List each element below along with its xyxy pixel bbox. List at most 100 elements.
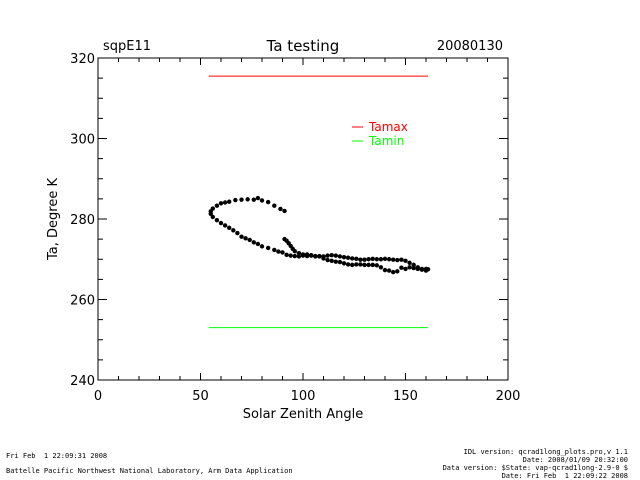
data-point [255, 241, 261, 247]
data-point [411, 262, 416, 268]
y-tick-label: 260 [70, 294, 95, 309]
legend: Tamax Tamin [352, 120, 408, 148]
chart-title: Ta testing [266, 37, 340, 55]
footer-idl-version: IDL version: qcrad1long_plots.pro,v 1.1 [463, 448, 628, 456]
site-label: sqpE11 [103, 39, 151, 54]
x-axis-label: Solar Zenith Angle [243, 407, 363, 422]
y-tick-labels: 240 260 280 300 320 [70, 52, 95, 389]
data-point [333, 259, 338, 264]
data-point [345, 255, 351, 260]
data-point [222, 223, 228, 228]
data-point [399, 265, 404, 270]
data-point [288, 253, 293, 258]
data-point [276, 249, 281, 254]
data-point [321, 256, 326, 261]
reference-lines [208, 75, 429, 329]
data-point [337, 259, 343, 265]
data-point [370, 256, 375, 262]
data-point [282, 236, 287, 242]
data-point [247, 237, 252, 243]
data-point [423, 268, 429, 273]
y-tick-label: 320 [70, 52, 95, 67]
data-point [341, 261, 347, 266]
data-point [235, 230, 240, 236]
data-point [325, 257, 330, 263]
data-point [265, 245, 271, 251]
data-point [233, 197, 238, 203]
data-point [280, 250, 285, 255]
data-point [395, 269, 400, 274]
data-point [407, 260, 412, 266]
data-point [345, 262, 351, 267]
data-point [382, 267, 388, 273]
data-point [296, 254, 302, 259]
data-point [378, 265, 384, 270]
data-point [208, 211, 213, 216]
data-point [374, 257, 379, 262]
data-point [292, 253, 297, 259]
data-point [304, 252, 310, 257]
data-point [382, 256, 388, 262]
data-point [337, 254, 343, 259]
data-point [259, 198, 265, 203]
data-point [282, 208, 287, 214]
data-point [391, 257, 396, 262]
legend-label-tamin: Tamin [368, 134, 404, 148]
data-point [227, 225, 232, 231]
data-point [366, 262, 371, 268]
footer-organization: Battelle Pacific Northwest National Labo… [6, 467, 293, 475]
x-tick-label: 100 [291, 389, 316, 404]
x-tick-label: 150 [393, 389, 418, 404]
data-point [317, 254, 322, 259]
plot-frame [97, 57, 509, 381]
x-tick-label: 0 [94, 389, 102, 404]
data-point [329, 253, 334, 258]
data-point [374, 263, 379, 268]
data-point [231, 228, 236, 233]
data-point [296, 251, 302, 256]
data-point [313, 253, 318, 259]
data-point [239, 197, 244, 202]
date-label: 20080130 [437, 39, 503, 54]
data-point [419, 267, 425, 272]
data-point [245, 197, 250, 202]
data-point [354, 262, 359, 267]
data-point [272, 203, 277, 208]
data-point [362, 262, 367, 268]
data-point [300, 252, 306, 257]
data-point [227, 199, 232, 204]
y-axis-label: Ta, Degree K [46, 178, 61, 261]
data-point [265, 199, 271, 205]
data-point [358, 262, 363, 267]
data-point [255, 195, 261, 201]
data-point [366, 257, 371, 262]
data-point [354, 256, 359, 262]
data-point [403, 266, 408, 272]
axis-ticks [97, 57, 509, 381]
data-point [210, 214, 215, 220]
data-point [395, 257, 400, 263]
x-tick-labels: 0 50 100 150 200 [94, 389, 521, 404]
data-point [284, 252, 289, 258]
data-point [399, 257, 404, 262]
data-point [403, 258, 408, 264]
x-tick-label: 50 [192, 389, 209, 404]
data-point [370, 262, 375, 268]
data-point [358, 257, 363, 262]
footer-run-date: Date: Fri Feb 1 22:09:22 2008 [501, 472, 628, 480]
data-series [208, 195, 431, 275]
data-point [272, 247, 277, 253]
footer-timestamp: Fri Feb 1 22:09:31 2008 [6, 452, 108, 460]
data-point [386, 257, 392, 262]
data-point [222, 200, 228, 205]
footer-idl-date: Date: 2008/01/09 20:32:00 [522, 456, 628, 464]
data-point [350, 262, 355, 268]
data-point [214, 203, 220, 208]
footer-data-version: Data version: $State: vap-qcrad1long-2.9… [442, 464, 628, 472]
data-point [218, 201, 224, 206]
data-point [309, 253, 314, 258]
x-tick-label: 200 [496, 389, 521, 404]
data-point [350, 256, 355, 261]
data-point [415, 266, 420, 272]
